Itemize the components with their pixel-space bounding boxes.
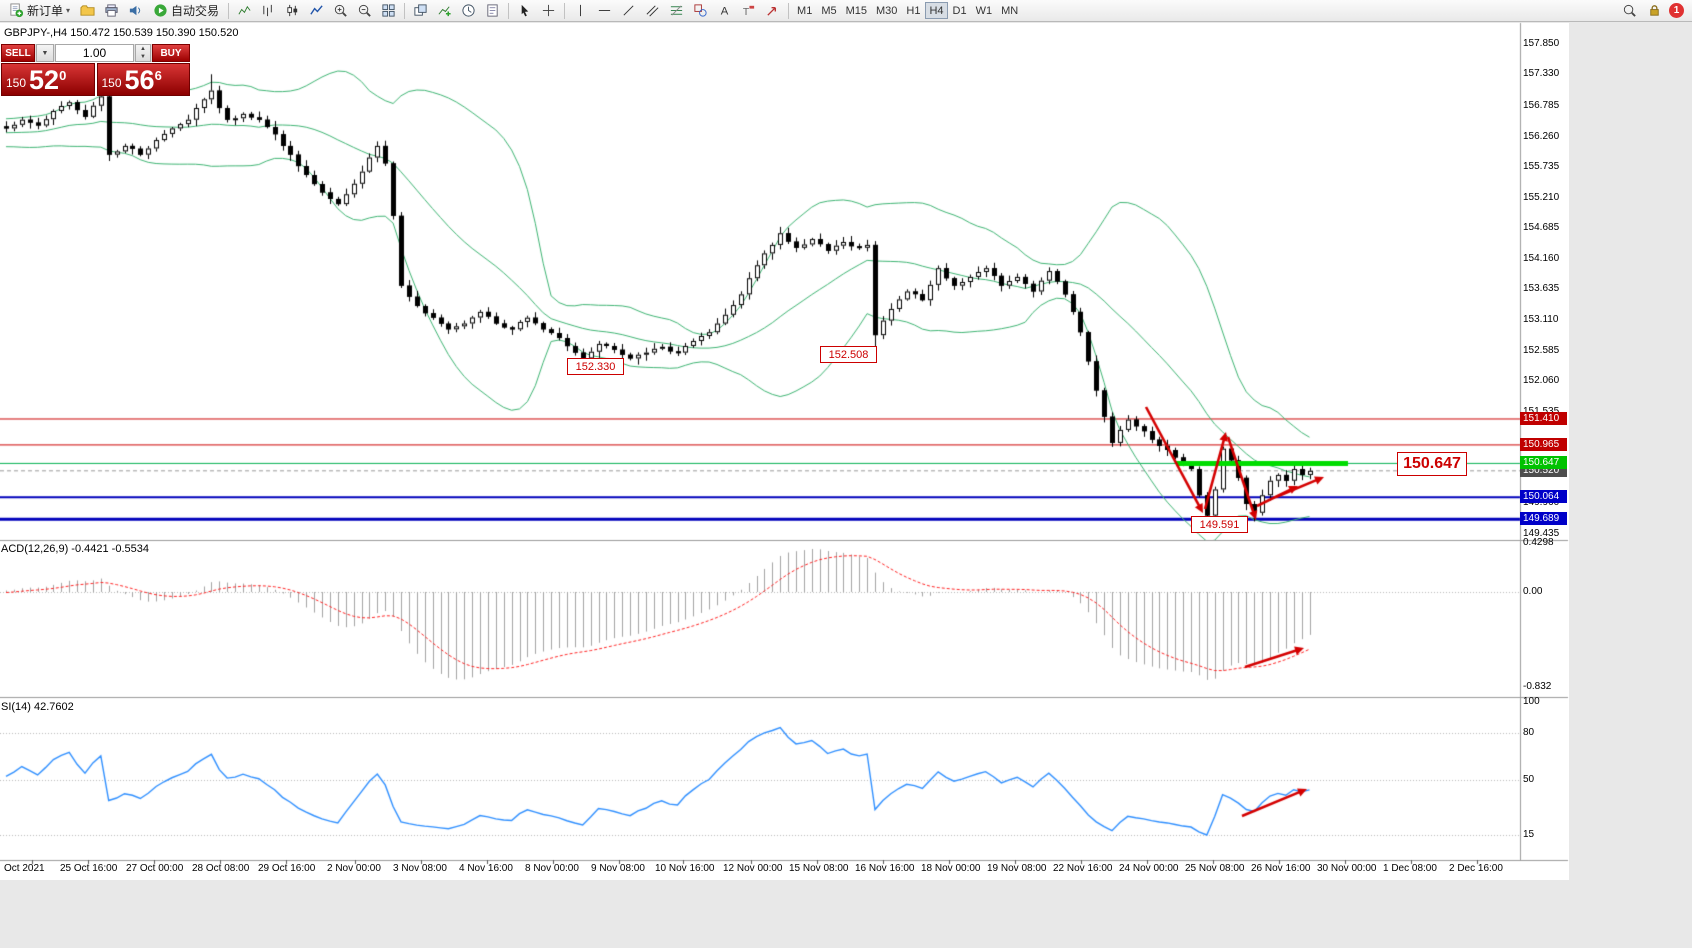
toolbar: 新订单 ▾ 自动交易 A T M1 M5 M15 M30 H1 H4 D1 W1 MN 1 — [0, 0, 1692, 22]
print-icon[interactable] — [100, 1, 123, 20]
svg-text:T: T — [743, 7, 750, 18]
text-icon[interactable]: A — [713, 1, 736, 20]
notification-badge[interactable]: 1 — [1669, 3, 1684, 18]
sell-price-prefix: 150 — [6, 76, 27, 90]
zoom-out-icon[interactable] — [353, 1, 376, 20]
timeframe-m5[interactable]: M5 — [817, 2, 840, 19]
quote-panel: 150 52 0 150 56 6 — [1, 63, 190, 96]
zoom-in-icon[interactable] — [329, 1, 352, 20]
volume-input[interactable] — [55, 44, 134, 62]
svg-text:A: A — [721, 5, 729, 17]
shapes-icon[interactable] — [689, 1, 712, 20]
arrows-icon[interactable] — [761, 1, 784, 20]
templates-icon[interactable] — [481, 1, 504, 20]
one-click-trading-panel: SELL ▼ ▲▼ BUY 150 52 0 150 56 6 — [1, 44, 190, 96]
order-controls-row: SELL ▼ ▲▼ BUY — [1, 44, 190, 62]
buy-price-main: 56 — [124, 65, 155, 96]
trendline-icon[interactable] — [617, 1, 640, 20]
tile-windows-icon[interactable] — [377, 1, 400, 20]
auto-trading-label: 自动交易 — [171, 4, 220, 18]
timeframe-h4[interactable]: H4 — [925, 2, 948, 19]
stepper-down-icon[interactable]: ▼ — [140, 54, 146, 60]
new-order-button[interactable]: 新订单 ▾ — [4, 1, 75, 20]
toolbar-separator — [508, 2, 510, 19]
label-icon[interactable]: T — [737, 1, 760, 20]
channel-icon[interactable] — [641, 1, 664, 20]
sell-price-pip: 0 — [59, 68, 67, 83]
timeframe-m15[interactable]: M15 — [842, 2, 871, 19]
periods-icon[interactable] — [457, 1, 480, 20]
toolbar-right-group: 1 — [1618, 1, 1688, 20]
crosshair-icon[interactable] — [537, 1, 560, 20]
new-order-label: 新订单 — [27, 4, 64, 18]
lock-icon[interactable] — [1643, 1, 1666, 20]
stepper-up-icon[interactable]: ▲ — [140, 46, 146, 52]
chart-title: GBPJPY-,H4 150.472 150.539 150.390 150.5… — [4, 27, 239, 39]
timeframe-m1[interactable]: M1 — [793, 2, 816, 19]
line-chart-icon[interactable] — [305, 1, 328, 20]
toolbar-separator — [788, 2, 790, 19]
timeframe-group: M1 M5 M15 M30 H1 H4 D1 W1 MN — [793, 2, 1022, 19]
indicators-icon[interactable] — [433, 1, 456, 20]
auto-trading-button[interactable]: 自动交易 — [148, 1, 224, 20]
auto-trading-icon — [153, 3, 168, 18]
vertical-line-icon[interactable] — [569, 1, 592, 20]
macd-label: ACD(12,26,9) -0.4421 -0.5534 — [1, 543, 149, 555]
timeframe-m30[interactable]: M30 — [872, 2, 901, 19]
timeframe-mn[interactable]: MN — [997, 2, 1022, 19]
new-order-icon — [9, 3, 24, 18]
order-type-dropdown[interactable]: ▼ — [36, 44, 54, 62]
toolbar-separator — [228, 2, 230, 19]
horizontal-line-icon[interactable] — [593, 1, 616, 20]
sell-price-box[interactable]: 150 52 0 — [1, 63, 95, 96]
timeframe-h1[interactable]: H1 — [902, 2, 924, 19]
bar-chart-icon[interactable] — [257, 1, 280, 20]
volume-stepper[interactable]: ▲ ▼ — [135, 44, 151, 62]
toolbar-separator — [564, 2, 566, 19]
candlestick-chart-icon[interactable] — [281, 1, 304, 20]
tick-chart-icon[interactable] — [233, 1, 256, 20]
arrange-charts-icon[interactable] — [409, 1, 432, 20]
buy-price-box[interactable]: 150 56 6 — [96, 63, 190, 96]
folder-icon[interactable] — [76, 1, 99, 20]
cursor-icon[interactable] — [513, 1, 536, 20]
timeframe-d1[interactable]: D1 — [949, 2, 971, 19]
buy-price-pip: 6 — [154, 68, 162, 83]
search-icon[interactable] — [1618, 1, 1641, 20]
buy-price-prefix: 150 — [101, 76, 122, 90]
sell-button[interactable]: SELL — [1, 44, 35, 62]
speaker-icon[interactable] — [124, 1, 147, 20]
rsi-label: SI(14) 42.7602 — [1, 701, 74, 713]
toolbar-separator — [404, 2, 406, 19]
chevron-down-icon: ▾ — [66, 6, 71, 15]
sell-price-main: 52 — [29, 65, 60, 96]
buy-button[interactable]: BUY — [152, 44, 190, 62]
timeframe-w1[interactable]: W1 — [972, 2, 997, 19]
fibonacci-icon[interactable] — [665, 1, 688, 20]
